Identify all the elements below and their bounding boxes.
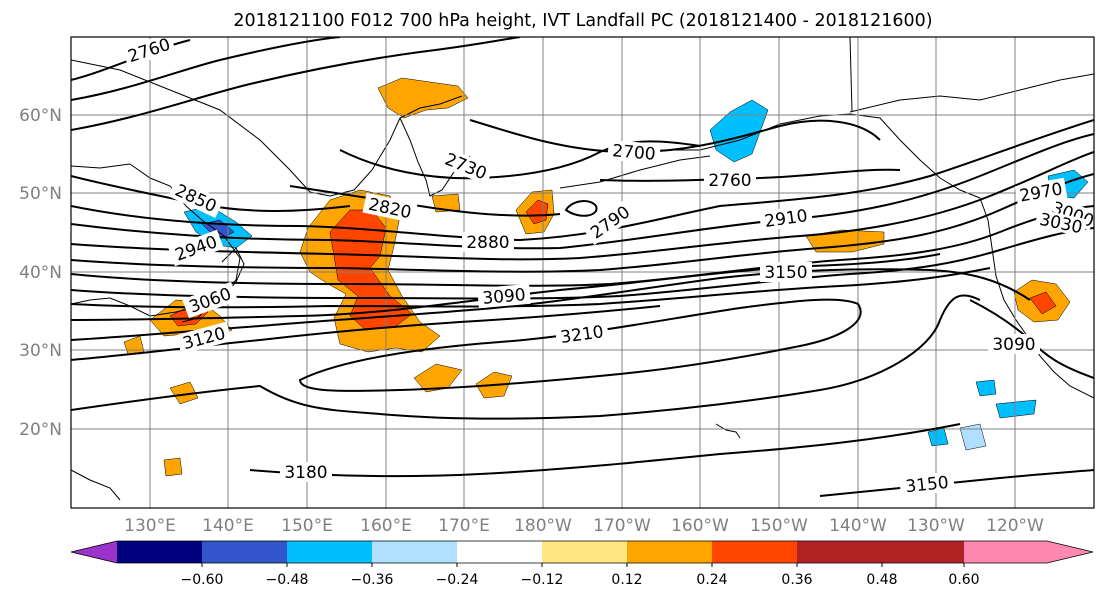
contour-label-set: 2760 2730 2700 2760 2850 2820 2790 2880 … [122,37,1094,497]
colorbar: −0.60 −0.48 −0.36 −0.24 −0.12 0.12 0.24 … [70,540,1094,588]
colorbar-seg-3 [287,541,372,563]
colorbar-tick-label: −0.60 [181,572,224,588]
colorbar-tick-label: 0.12 [611,572,642,588]
contour-3180 [71,294,981,420]
colorbar-tick-label: 0.48 [866,572,897,588]
contour-2790-loop [564,200,598,217]
colorbar-ticks [201,563,965,567]
lon-label: 140°E [202,516,254,536]
contour-label: 3150 [764,263,807,283]
coast-hawaii [715,423,741,439]
lon-label: 160°W [671,516,729,536]
lon-label: 130°E [124,516,176,536]
lon-label: 170°E [438,516,490,536]
lon-label: 120°W [986,516,1044,536]
colorbar-tick-label: 0.36 [781,572,812,588]
colorbar-outline [70,540,1094,564]
contour-2730 [339,140,701,180]
colorbar-tick-label: −0.48 [266,572,309,588]
coastlines [71,37,1094,501]
lat-label: 20°N [19,420,62,440]
contour-label: 3150 [905,473,950,497]
colorbar-seg-7 [627,541,712,563]
contour-3150-north [71,268,1031,341]
colorbar-seg-9b [882,541,964,563]
contour-3210 [298,298,862,392]
contour-2760-mid [599,168,901,182]
contour-3090 [71,253,941,321]
lon-label: 150°W [750,516,808,536]
colorbar-seg-2 [202,541,287,563]
colorbar-seg-5 [457,541,542,563]
coast-asia [71,163,241,317]
lat-label: 50°N [19,184,62,204]
lat-label: 60°N [19,106,62,126]
lat-label: 40°N [19,263,62,283]
colorbar-seg-9 [797,541,882,563]
shade-neg-sw-3 [975,379,997,397]
shade-neg-sw-2 [959,423,987,451]
contour-label: 3180 [284,463,327,483]
lon-label: 160°E [360,516,412,536]
coast-philippines [71,469,121,501]
lat-label: 30°N [19,341,62,361]
contour-label: 2700 [611,141,656,165]
contour-2700 [469,119,881,154]
shade-pos-california-core [1029,291,1057,315]
map-panel: 2760 2730 2700 2760 2850 2820 2790 2880 … [70,36,1095,509]
coast-canada-arctic [849,37,1094,113]
colorbar-seg-1 [117,541,202,563]
colorbar-tick-label: 0.60 [948,572,979,588]
map-frame [70,36,1095,509]
colorbar-tick-label: −0.12 [521,572,564,588]
coast-north-america [979,197,1094,399]
contour-label: 2880 [466,233,509,253]
shade-pos-kamchatka [377,77,469,119]
lon-label: 170°W [593,516,651,536]
colorbar-seg-10b [964,541,1047,563]
shade-pos-south-japan [169,381,199,405]
lon-label: 130°W [907,516,965,536]
contour-2940 [71,151,1094,261]
contour-2970 [71,173,1094,273]
lat-labels: 60°N 50°N 40°N 30°N 20°N [19,106,62,440]
lon-label: 150°E [281,516,333,536]
colorbar-seg-0 [71,541,117,563]
colorbar-seg-10 [1047,541,1093,563]
shade-pos-gulf-alaska [805,229,885,253]
contour-label: 3090 [482,285,527,309]
lon-label: 140°W [829,516,887,536]
coast-kamchatka [399,117,471,197]
colorbar-tick-label: 0.24 [696,572,727,588]
colorbar-seg-8 [712,541,797,563]
contour-a2 [71,37,521,131]
contour-3060 [71,267,991,309]
colorbar-tick-label: −0.36 [351,572,394,588]
shade-neg-sw-4 [995,399,1037,419]
colorbar-seg-4 [372,541,457,563]
lon-labels: 130°E 140°E 150°E 160°E 170°E 180°W 170°… [124,516,1044,536]
contour-label: 2760 [708,171,751,191]
contour-2820 [289,185,561,217]
contour-3180-south [249,423,961,478]
colorbar-seg-6 [542,541,627,563]
coast-russia-north [71,59,463,197]
map-title: 2018121100 F012 700 hPa height, IVT Land… [233,11,932,31]
colorbar-tick-label: −0.24 [436,572,479,588]
contour-a1 [71,37,341,101]
lon-label: 180°W [514,516,572,536]
contour-3030 [71,227,1094,300]
contour-2910 [71,133,1094,250]
contour-label: 3090 [992,335,1035,355]
coast-aleutians [559,155,711,189]
shade-pos-small-2 [163,457,183,477]
contour-3120 [71,305,661,361]
shade-pos-small-3 [431,193,461,213]
contour-3150-south [819,469,1094,497]
